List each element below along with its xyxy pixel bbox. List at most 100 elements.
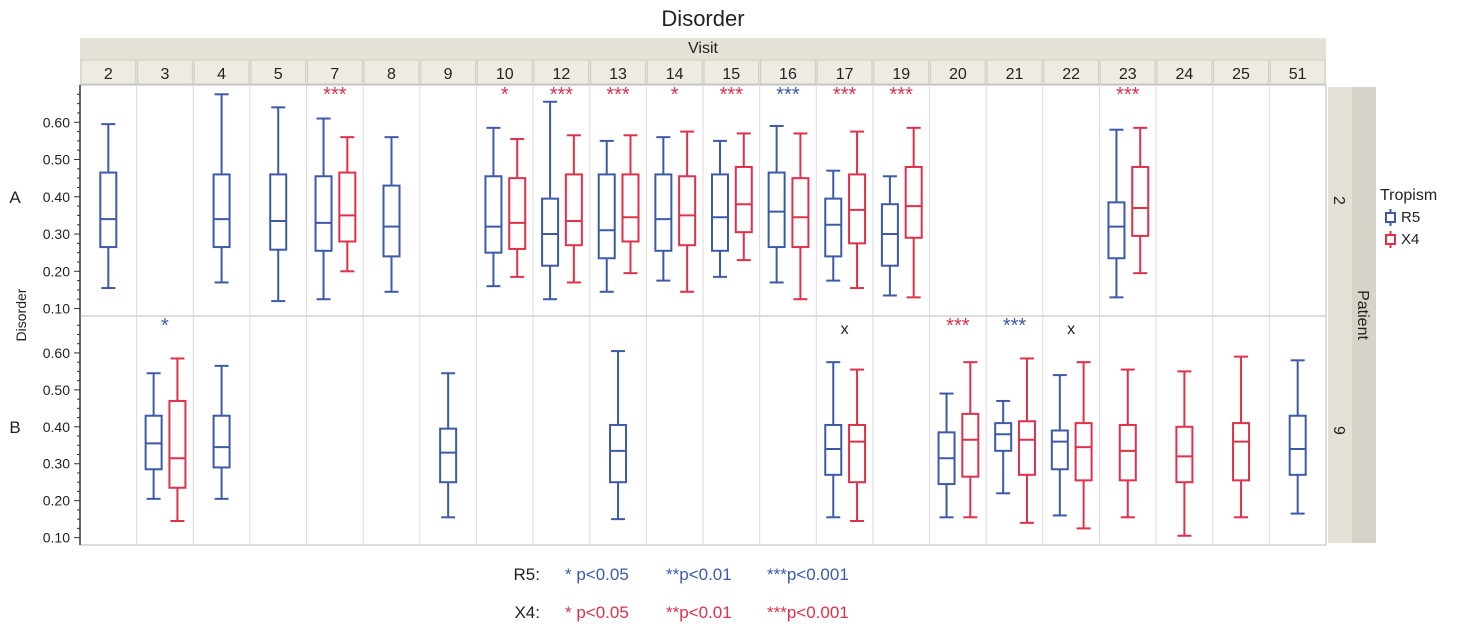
- box-iqr: [564, 173, 583, 247]
- box-r5: [99, 123, 118, 290]
- box-iqr: [710, 173, 729, 252]
- box-r5: [609, 350, 628, 521]
- visit-label: 17: [836, 66, 854, 83]
- box-iqr: [382, 184, 401, 258]
- box-iqr: [597, 173, 616, 260]
- box-iqr: [168, 399, 187, 489]
- significance-annotation: x: [1067, 321, 1075, 338]
- y-tick-label: 0.10: [43, 530, 70, 546]
- visit-cell: [250, 59, 307, 85]
- box-iqr: [994, 422, 1013, 452]
- y-tick-label: 0.30: [43, 456, 70, 472]
- legend-swatch: [1385, 234, 1396, 245]
- visit-label: 15: [722, 66, 740, 83]
- visit-cell: [307, 59, 363, 85]
- box-iqr: [212, 173, 231, 249]
- footnote-label: R5:: [514, 565, 540, 584]
- box-x4: [1017, 357, 1036, 524]
- visit-label: 16: [779, 66, 797, 83]
- significance-annotation: ***: [946, 315, 970, 337]
- y-tick-label: 0.50: [43, 382, 70, 398]
- box-x4: [168, 357, 187, 522]
- legend-label: X4: [1401, 231, 1419, 248]
- box-x4: [1074, 361, 1093, 530]
- box-iqr: [1074, 422, 1093, 482]
- footnote-item: ***p<0.001: [767, 565, 849, 584]
- footnote-item: ***p<0.001: [767, 603, 849, 622]
- box-iqr: [1232, 422, 1251, 482]
- box-r5: [484, 126, 503, 288]
- box-iqr: [338, 171, 357, 243]
- box-x4: [734, 132, 753, 262]
- visit-label: 23: [1119, 66, 1137, 83]
- legend-title: Tropism: [1380, 187, 1437, 204]
- panel-label: B: [9, 418, 20, 437]
- box-r5: [144, 372, 163, 500]
- box-r5: [541, 100, 560, 301]
- box-iqr: [621, 173, 640, 243]
- box-r5: [597, 139, 616, 293]
- visit-cell: [986, 59, 1043, 85]
- significance-annotation: ***: [550, 84, 574, 106]
- box-x4: [564, 134, 583, 284]
- box-iqr: [269, 173, 288, 251]
- visit-cell: [420, 59, 476, 85]
- box-r5: [314, 117, 333, 301]
- y-tick-label: 0.10: [43, 301, 70, 317]
- chart-title: Disorder: [661, 6, 744, 31]
- visit-cell: [930, 59, 986, 85]
- visit-cell: [1156, 59, 1213, 85]
- box-iqr: [1131, 165, 1150, 237]
- visit-cell: [703, 59, 760, 85]
- box-iqr: [212, 414, 231, 469]
- visit-label: 51: [1289, 66, 1307, 83]
- visit-label: 13: [609, 66, 627, 83]
- box-iqr: [541, 197, 560, 267]
- visit-label: 7: [330, 66, 339, 83]
- patient-row-strip: [1328, 87, 1352, 543]
- box-iqr: [904, 165, 923, 239]
- box-iqr: [484, 175, 503, 254]
- significance-annotation: x: [841, 321, 849, 338]
- box-r5: [994, 399, 1013, 495]
- box-r5: [937, 392, 956, 519]
- patient-row-label: 9: [1330, 426, 1347, 435]
- significance-annotation: *: [671, 84, 679, 106]
- visit-label: 19: [892, 66, 910, 83]
- visit-cell: [760, 59, 816, 85]
- patient-header-strip: [1352, 87, 1376, 543]
- box-iqr: [1118, 423, 1137, 482]
- box-x4: [508, 138, 527, 278]
- visit-label: 20: [949, 66, 967, 83]
- panel-label: A: [9, 188, 21, 207]
- box-iqr: [734, 165, 753, 234]
- box-iqr: [1175, 425, 1194, 484]
- visit-label: 2: [104, 66, 113, 83]
- y-tick-label: 0.20: [43, 263, 70, 279]
- footnote-item: * p<0.05: [565, 565, 629, 584]
- visit-cell: [646, 59, 703, 85]
- y-axis-title: Disorder: [13, 288, 29, 341]
- significance-annotation: ***: [323, 84, 347, 106]
- box-r5: [824, 361, 843, 519]
- box-x4: [621, 134, 640, 275]
- box-iqr: [678, 175, 697, 247]
- significance-annotation: ***: [833, 84, 857, 106]
- visit-header-label: Visit: [688, 40, 718, 57]
- visit-label: 24: [1176, 66, 1194, 83]
- visit-cell: [1043, 59, 1099, 85]
- box-iqr: [961, 412, 980, 478]
- visit-cell: [80, 59, 137, 85]
- visit-cell: [1269, 59, 1326, 85]
- visit-label: 3: [161, 66, 170, 83]
- y-tick-label: 0.30: [43, 226, 70, 242]
- legend-swatch: [1385, 212, 1396, 223]
- significance-annotation: ***: [606, 84, 630, 106]
- box-r5: [382, 136, 401, 293]
- visit-label: 5: [274, 66, 283, 83]
- visit-label: 8: [387, 66, 396, 83]
- visit-cell: [476, 59, 533, 85]
- box-iqr: [1050, 429, 1069, 471]
- legend-item: R5: [1385, 209, 1420, 226]
- visit-cell: [137, 59, 193, 85]
